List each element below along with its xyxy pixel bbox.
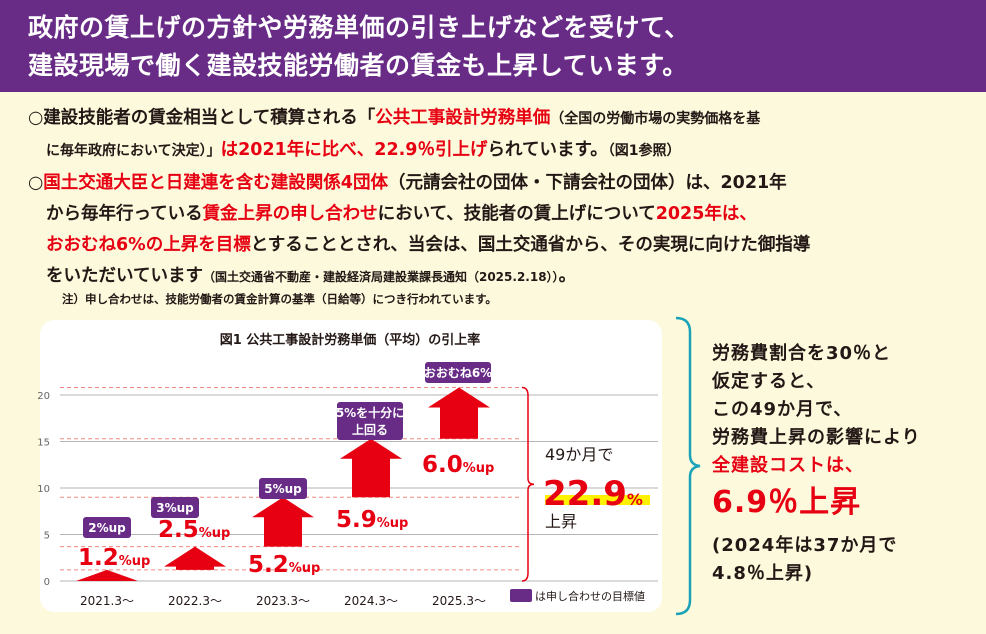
y-tick-label: 0 [44, 577, 50, 588]
side-line: 労務費上昇の影響により [712, 427, 921, 448]
target-badge-label: 3%up [156, 501, 194, 515]
target-badge [83, 517, 131, 538]
y-tick-label: 10 [37, 484, 50, 495]
bullet-1: ○建設技能者の賃金相当として積算される「公共工事設計労務単価（全国の労働市場の実… [28, 103, 968, 167]
headline-line-1: 政府の賃上げの方針や労務単価の引き上げなどを受けて、 [28, 13, 690, 42]
target-badge [425, 362, 491, 383]
headline-line-2: 建設現場で働く建設技能労働者の賃金も上昇しています。 [28, 51, 688, 80]
text: をいただいています [46, 266, 203, 286]
text: 。 [558, 266, 577, 286]
side-result: 6.9％上昇 [712, 485, 862, 520]
highlight-text: 2025年は、 [655, 204, 757, 224]
text: （全国の労働市場の実勢価格を基 [550, 111, 761, 127]
increase-value-label: 2.5%up [158, 517, 230, 543]
x-tick-label: 2023.3〜 [256, 594, 310, 608]
highlight-text: は2021年に比べ、22.9％引上げ [220, 140, 488, 160]
highlight-text: おおむね6%の上昇を目標 [46, 235, 251, 255]
highlight-text: 国土交通大臣と日建連を含む建設関係4団体 [43, 173, 388, 193]
side-footnote: (2024年は37か月で [712, 535, 898, 556]
increase-value-label: 6.0%up [422, 452, 494, 478]
bullet-mark: ○ [28, 108, 44, 128]
source-text: （国土交通省不動産・建設経済局建設業課長通知（2025.2.18）） [202, 270, 559, 284]
text: とすることとされ、当会は、国土交通省から、その実現に向けた御指導 [250, 235, 811, 255]
increase-arrow [340, 438, 402, 498]
chart-panel [40, 320, 662, 612]
text: られています。 [487, 140, 608, 160]
side-highlight: 全建設コストは、 [712, 455, 864, 476]
side-line: この49か月で、 [712, 399, 853, 420]
chart-title: 図1 公共工事設計労務単価（平均）の引上率 [220, 332, 481, 348]
side-line: 仮定すると、 [712, 371, 826, 392]
side-summary: 労務費割合を30％と 仮定すると、 この49か月で、 労務費上昇の影響により 全… [712, 340, 921, 588]
highlight-text: 賃金上昇の申し合わせ [202, 204, 378, 224]
increase-value-label: 5.2%up [248, 552, 320, 578]
target-badge [151, 497, 199, 518]
x-tick-label: 2022.3〜 [168, 594, 222, 608]
text: に毎年政府において決定）」 [46, 143, 221, 159]
target-badge-label: 2%up [88, 521, 126, 535]
text: （元請会社の団体・下請会社の団体）は、2021年 [387, 173, 787, 193]
side-footnote: 4.8％上昇) [712, 563, 814, 584]
total-prefix: 49か月で [545, 445, 613, 464]
increase-arrow [76, 569, 138, 581]
legend-label: は申し合わせの目標値 [535, 589, 645, 603]
side-line: 労務費割合を30％と [712, 343, 892, 364]
y-tick-label: 5 [44, 531, 50, 542]
x-tick-label: 2024.3〜 [344, 594, 398, 608]
target-badge-label: 5%up [264, 482, 302, 496]
legend-swatch [510, 589, 532, 602]
x-tick-label: 2025.3〜 [432, 594, 486, 608]
footnote: 注）申し合わせは、技能労働者の賃金計算の基準（日給等）につき行われています。 [62, 292, 497, 306]
increase-arrow [428, 387, 490, 439]
total-value: 22.9% [543, 474, 643, 514]
y-tick-label: 15 [37, 438, 50, 449]
x-tick-label: 2021.3〜 [80, 594, 134, 608]
increase-arrow [164, 546, 226, 570]
text: において、技能者の賃上げについて [377, 204, 656, 224]
increase-value-label: 1.2%up [78, 545, 150, 571]
text: から毎年行っている [46, 204, 203, 224]
increase-value-label: 5.9%up [336, 507, 408, 533]
target-badge-label: おおむね6% [424, 366, 492, 380]
y-tick-label: 20 [37, 391, 50, 402]
total-suffix: 上昇 [545, 512, 577, 531]
target-badge-label: 5%を十分に [336, 405, 404, 420]
text: 建設技能者の賃金相当として積算される「 [43, 108, 376, 128]
target-badge [259, 478, 307, 499]
target-badge [337, 402, 403, 440]
total-highlight [545, 495, 650, 505]
headline-banner: 政府の賃上げの方針や労務単価の引き上げなどを受けて、 建設現場で働く建設技能労働… [0, 0, 986, 92]
target-badge-label: 上回る [352, 422, 388, 437]
brace-red-icon [521, 386, 535, 582]
increase-arrow [252, 497, 314, 547]
bullet-mark: ○ [28, 173, 44, 193]
text: （図1参照） [607, 143, 681, 159]
highlight-text: 公共工事設計労務単価 [375, 108, 551, 128]
bullet-2: ○国土交通大臣と日建連を含む建設関係4団体（元請会社の団体・下請会社の団体）は、… [28, 168, 968, 293]
